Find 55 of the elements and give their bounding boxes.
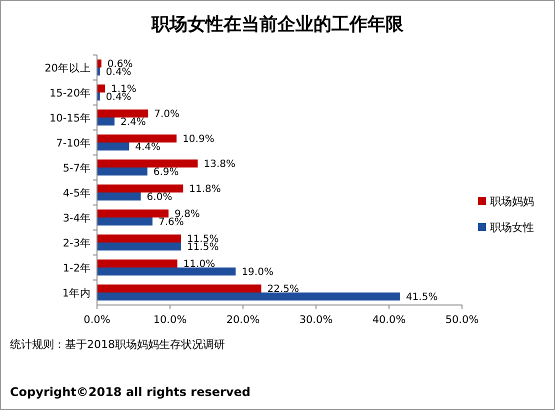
legend-label: 职场妈妈 [490, 195, 534, 208]
bar [97, 134, 177, 142]
bar [97, 110, 148, 118]
bar [97, 60, 102, 68]
data-label: 11.0% [183, 259, 216, 270]
legend-label: 职场女性 [490, 221, 534, 234]
data-label: 22.5% [267, 284, 300, 295]
data-label: 19.0% [242, 267, 274, 278]
data-label: 6.0% [146, 192, 172, 203]
bar [97, 218, 152, 226]
bar [97, 142, 130, 150]
data-label: 0.4% [106, 67, 132, 78]
x-tick-label: 40.0% [372, 314, 406, 326]
x-tick-label: 30.0% [299, 314, 333, 326]
bar [97, 192, 141, 200]
bar [97, 234, 181, 242]
data-label: 7.6% [158, 217, 184, 228]
y-tick-label: 15-20年 [49, 88, 91, 100]
data-label: 4.4% [135, 142, 161, 153]
bar [97, 168, 148, 176]
x-tick-label: 0.0% [84, 314, 110, 326]
text: Copyright©2018 all rights reserved [10, 385, 250, 399]
y-tick-label: 5-7年 [62, 162, 91, 174]
data-label: 41.5% [406, 292, 438, 303]
x-tick-label: 20.0% [226, 314, 260, 326]
y-tick-label: 10-15年 [49, 112, 91, 124]
y-tick-label: 3-4年 [62, 212, 91, 224]
chart-title: 职场女性在当前企业的工作年限 [150, 14, 404, 35]
y-tick-label: 7-10年 [56, 138, 91, 150]
data-label: 7.0% [154, 109, 180, 120]
data-label: 10.9% [182, 134, 214, 145]
bar [97, 210, 169, 218]
x-tick-label: 10.0% [153, 314, 187, 326]
bar [97, 160, 198, 168]
data-label: 11.5% [186, 242, 219, 253]
bar [97, 242, 181, 250]
y-tick-label: 1-2年 [62, 262, 91, 274]
y-tick-label: 20年以上 [44, 62, 91, 74]
bar [97, 84, 106, 92]
text: 统计规则：基于2018职场妈妈生存状况调研 [10, 338, 225, 351]
bar [97, 284, 262, 292]
bar [97, 118, 115, 126]
data-label: 6.9% [153, 167, 179, 178]
bar [97, 260, 178, 268]
data-label: 13.8% [204, 159, 236, 170]
y-tick-label: 4-5年 [62, 188, 91, 200]
data-label: 0.4% [106, 92, 132, 103]
data-label: 2.4% [120, 117, 146, 128]
data-label: 11.8% [189, 184, 221, 195]
bar [97, 184, 184, 192]
bar [97, 268, 236, 276]
x-tick-label: 50.0% [445, 314, 479, 326]
y-tick-label: 1年内 [62, 286, 91, 300]
bar [97, 292, 400, 300]
y-tick-label: 2-3年 [62, 238, 91, 250]
